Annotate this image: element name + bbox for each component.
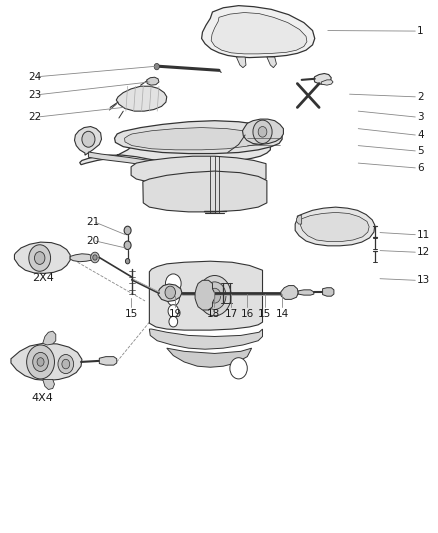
Text: 16: 16 (240, 309, 254, 319)
Circle shape (62, 359, 70, 369)
Polygon shape (70, 254, 94, 262)
Polygon shape (297, 216, 302, 224)
Polygon shape (131, 156, 266, 186)
Polygon shape (80, 126, 270, 165)
Polygon shape (11, 343, 82, 381)
Text: 2X4: 2X4 (32, 273, 54, 283)
Circle shape (258, 126, 267, 137)
Text: 11: 11 (417, 230, 430, 240)
Circle shape (169, 317, 178, 327)
Circle shape (230, 358, 247, 379)
Polygon shape (149, 261, 262, 330)
Polygon shape (124, 127, 268, 150)
Circle shape (124, 226, 131, 235)
Text: 3: 3 (417, 112, 424, 122)
Polygon shape (243, 119, 283, 144)
Polygon shape (298, 290, 314, 295)
Circle shape (125, 259, 130, 264)
Polygon shape (88, 152, 184, 171)
Text: 2: 2 (417, 92, 424, 102)
Text: 14: 14 (276, 309, 289, 319)
Text: 4X4: 4X4 (32, 393, 54, 403)
Circle shape (58, 354, 74, 374)
Circle shape (37, 358, 44, 366)
Circle shape (253, 120, 272, 143)
Polygon shape (158, 284, 182, 302)
Polygon shape (195, 280, 215, 310)
Circle shape (29, 245, 50, 271)
Circle shape (124, 241, 131, 249)
Circle shape (33, 352, 48, 372)
Polygon shape (115, 120, 282, 154)
Circle shape (167, 291, 180, 306)
Polygon shape (321, 80, 333, 85)
Circle shape (168, 305, 179, 317)
Text: 6: 6 (417, 163, 424, 173)
Polygon shape (74, 126, 102, 155)
Polygon shape (237, 57, 246, 68)
Circle shape (93, 255, 97, 260)
Polygon shape (149, 329, 262, 349)
Polygon shape (314, 74, 331, 84)
Text: 21: 21 (86, 217, 99, 228)
Circle shape (203, 282, 226, 310)
Polygon shape (116, 86, 167, 111)
Text: 12: 12 (417, 247, 430, 257)
Polygon shape (43, 379, 54, 390)
Polygon shape (43, 331, 56, 345)
Text: 13: 13 (417, 275, 430, 285)
Circle shape (91, 252, 99, 263)
Text: 15: 15 (258, 309, 271, 319)
Text: 15: 15 (124, 309, 138, 319)
Circle shape (27, 345, 54, 379)
Polygon shape (99, 357, 117, 365)
Polygon shape (295, 207, 375, 246)
Text: 19: 19 (169, 309, 182, 319)
Polygon shape (147, 77, 159, 85)
Polygon shape (300, 213, 369, 241)
Text: 22: 22 (28, 112, 42, 122)
Text: 20: 20 (86, 236, 99, 246)
Polygon shape (267, 57, 276, 68)
Circle shape (208, 288, 221, 303)
Polygon shape (167, 348, 252, 367)
Text: 5: 5 (417, 146, 424, 156)
Polygon shape (143, 171, 267, 212)
Text: 24: 24 (28, 71, 42, 82)
Text: 18: 18 (207, 309, 220, 319)
Polygon shape (201, 6, 315, 58)
Polygon shape (14, 242, 70, 273)
Circle shape (35, 252, 45, 264)
Circle shape (165, 286, 176, 299)
Circle shape (82, 131, 95, 147)
Circle shape (166, 274, 181, 293)
Circle shape (125, 244, 130, 249)
Text: 23: 23 (28, 90, 42, 100)
Circle shape (198, 276, 231, 316)
Polygon shape (281, 286, 298, 300)
Text: 1: 1 (417, 26, 424, 36)
Text: 17: 17 (225, 309, 238, 319)
Polygon shape (211, 12, 307, 54)
Circle shape (154, 63, 159, 70)
Text: 4: 4 (417, 130, 424, 140)
Polygon shape (322, 288, 334, 296)
